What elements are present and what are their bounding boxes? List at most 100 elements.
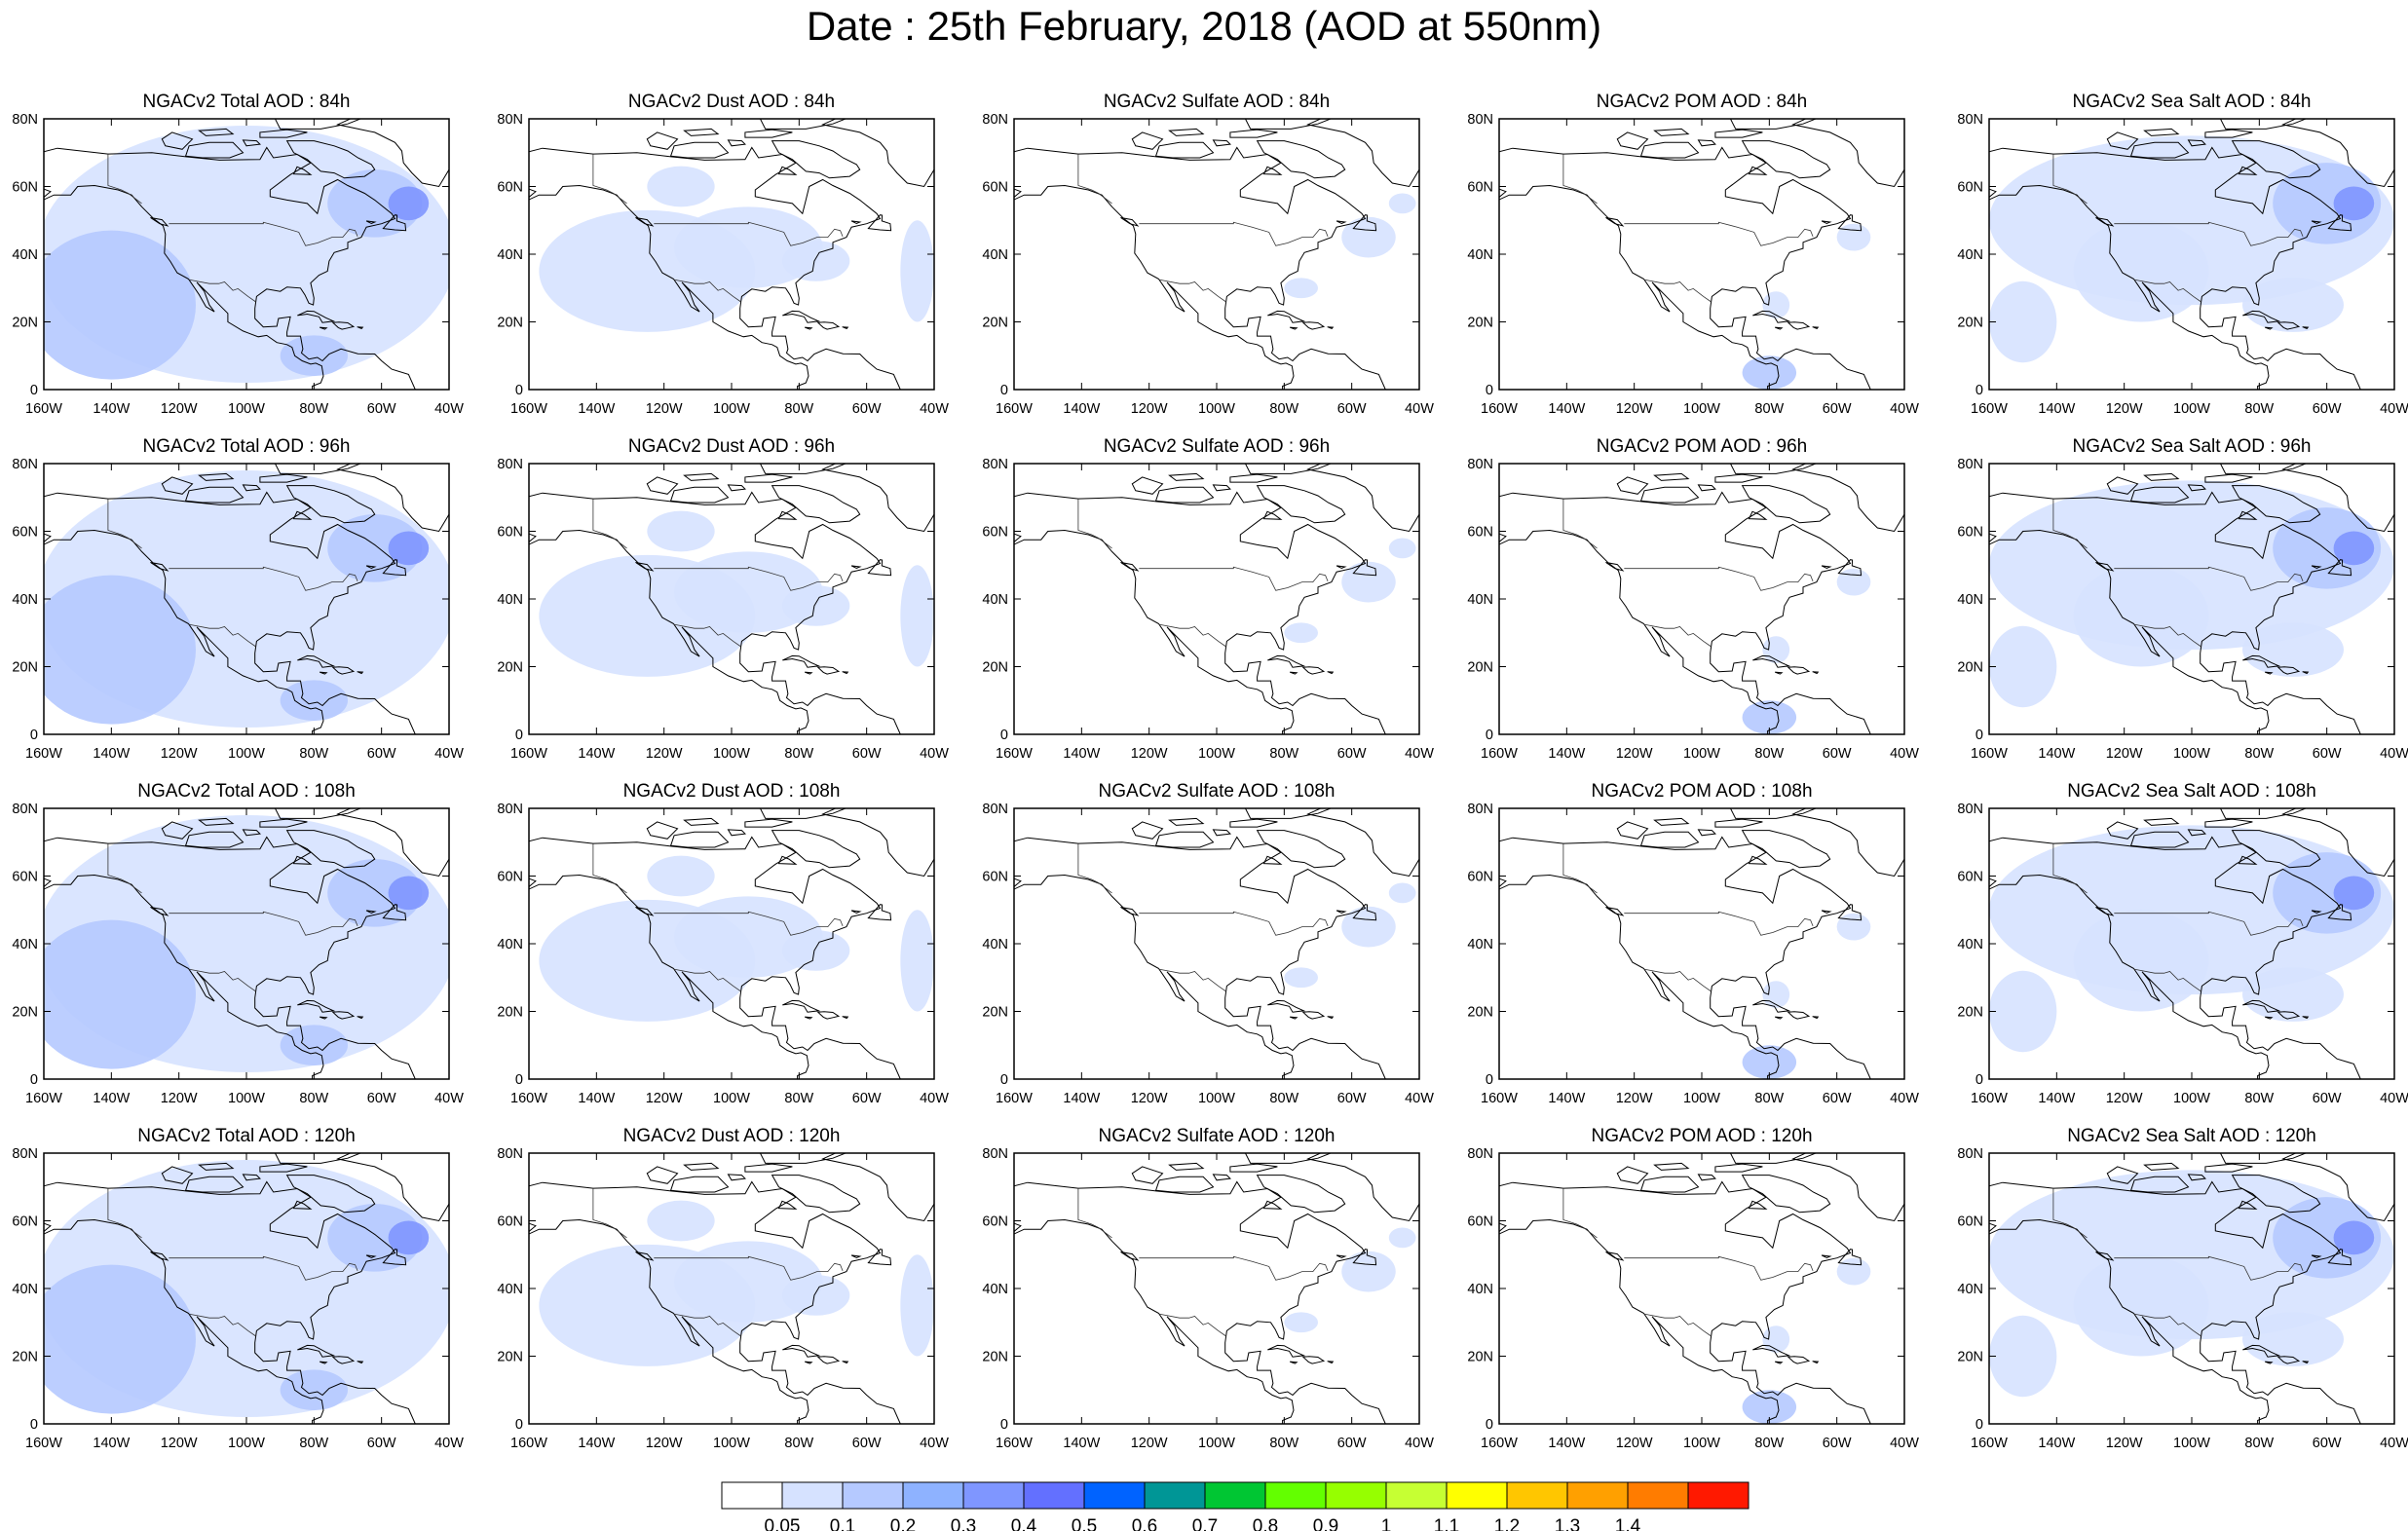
colorbar-label: 1.1 (1434, 1516, 1459, 1531)
lon-tick-label: 80W (1269, 1091, 1298, 1106)
aod-plume (327, 169, 423, 238)
colorbar-swatch (1204, 1481, 1266, 1510)
coastline (331, 1356, 356, 1364)
coastline (1605, 562, 1625, 572)
coastline (782, 999, 821, 1013)
coastline (1262, 1200, 1283, 1210)
coastline (842, 671, 849, 675)
coastline (867, 559, 892, 577)
coastline (335, 808, 449, 878)
coastline (683, 1162, 720, 1171)
colorbar-swatch (842, 1481, 904, 1510)
lat-tick-label: 80N (12, 1146, 38, 1162)
lat-tick-label: 20N (982, 316, 1008, 331)
lat-tick-label: 60N (1957, 870, 1983, 885)
lat-tick-label: 60N (1957, 525, 1983, 541)
coastline (842, 1361, 849, 1364)
coastline (2187, 484, 2206, 492)
coastline (1989, 146, 2363, 390)
coastline (274, 1153, 362, 1164)
lat-tick-label: 20N (497, 1350, 523, 1365)
map-panel-pom-84h: NGACv2 POM AOD : 84h 0 20N 40N 60N 80N 160W 140… (1467, 92, 1919, 417)
coastline (1262, 166, 1283, 175)
lon-tick-label: 80W (1269, 746, 1298, 762)
aod-plume (1341, 1251, 1396, 1292)
lon-tick-label: 100W (1683, 1436, 1720, 1451)
lon-tick-label: 60W (852, 1091, 882, 1106)
coastline (285, 830, 376, 869)
lat-tick-label: 0 (1000, 1417, 1008, 1433)
coastline (198, 472, 235, 481)
aod-plume (2333, 531, 2375, 566)
coastline (1812, 1361, 1820, 1364)
lat-tick-label: 40N (1467, 1282, 1493, 1297)
lon-tick-label: 60W (852, 1436, 882, 1451)
lat-tick-label: 80N (12, 802, 38, 817)
lon-tick-label: 120W (646, 1091, 683, 1106)
coastline (771, 140, 861, 179)
coastline (150, 1251, 169, 1261)
lat-tick-label: 40N (982, 937, 1008, 952)
coastline (816, 1011, 841, 1020)
coastline (529, 146, 903, 390)
lat-tick-label: 80N (1467, 457, 1493, 472)
aod-plume (900, 1254, 934, 1357)
aod-plume (1836, 223, 1871, 251)
lon-tick-label: 160W (1481, 1091, 1518, 1106)
coastline (1653, 128, 1690, 136)
lat-tick-label: 20N (1467, 316, 1493, 331)
map-panel-seasalt-108h: NGACv2 Sea Salt AOD : 108h 0 20N 40N 60N 80N 1… (1957, 781, 2408, 1106)
coastline (1256, 485, 1346, 524)
coastline (850, 910, 862, 914)
coastline (2129, 1176, 2190, 1193)
coastline (242, 1174, 261, 1181)
lon-tick-label: 140W (2038, 1436, 2075, 1451)
aod-plume (1836, 1257, 1871, 1286)
lon-tick-label: 140W (1548, 401, 1585, 417)
lon-tick-label: 160W (1481, 401, 1518, 417)
coastline (292, 855, 313, 865)
coastline (357, 671, 364, 675)
lon-tick-label: 160W (510, 1436, 547, 1451)
coastline (2143, 1162, 2180, 1171)
coastline (1262, 510, 1283, 520)
coastline (1168, 817, 1205, 826)
lon-tick-label: 120W (1616, 1436, 1653, 1451)
coastline (2187, 829, 2206, 837)
lon-tick-label: 160W (510, 1091, 547, 1106)
country-border (2114, 566, 2304, 591)
coastline (1821, 220, 1832, 224)
coastline (1212, 829, 1231, 837)
aod-plume (1341, 216, 1396, 258)
country-border (1624, 566, 1814, 591)
coastline (1812, 1016, 1820, 1020)
country-border (107, 499, 142, 549)
colorbar-swatch (1083, 1481, 1146, 1510)
lat-tick-label: 40N (1957, 592, 1983, 608)
aod-plume (2273, 507, 2382, 589)
coastline (184, 141, 245, 159)
coastline (683, 817, 720, 826)
colorbar-label: 1.4 (1615, 1516, 1641, 1531)
panel-title: NGACv2 Total AOD : 84h (143, 92, 351, 112)
coastline (1301, 1356, 1326, 1364)
lat-tick-label: 20N (982, 1350, 1008, 1365)
country-border (592, 499, 627, 549)
lon-tick-label: 80W (1754, 1436, 1784, 1451)
colorbar-swatch (902, 1481, 964, 1510)
lon-tick-label: 40W (1890, 1436, 1919, 1451)
lat-tick-label: 0 (1975, 1072, 1983, 1088)
lon-tick-label: 60W (2313, 1436, 2342, 1451)
lon-tick-label: 40W (920, 401, 949, 417)
coastline (1605, 1251, 1625, 1261)
country-border (107, 843, 142, 894)
coastline (1653, 1162, 1690, 1171)
coastline (635, 217, 655, 227)
coastline (2238, 166, 2258, 175)
coastline (1605, 907, 1625, 916)
coastline (2265, 1361, 2274, 1364)
lon-tick-label: 100W (713, 401, 750, 417)
country-border (2052, 843, 2088, 894)
country-border (1562, 1188, 1598, 1239)
